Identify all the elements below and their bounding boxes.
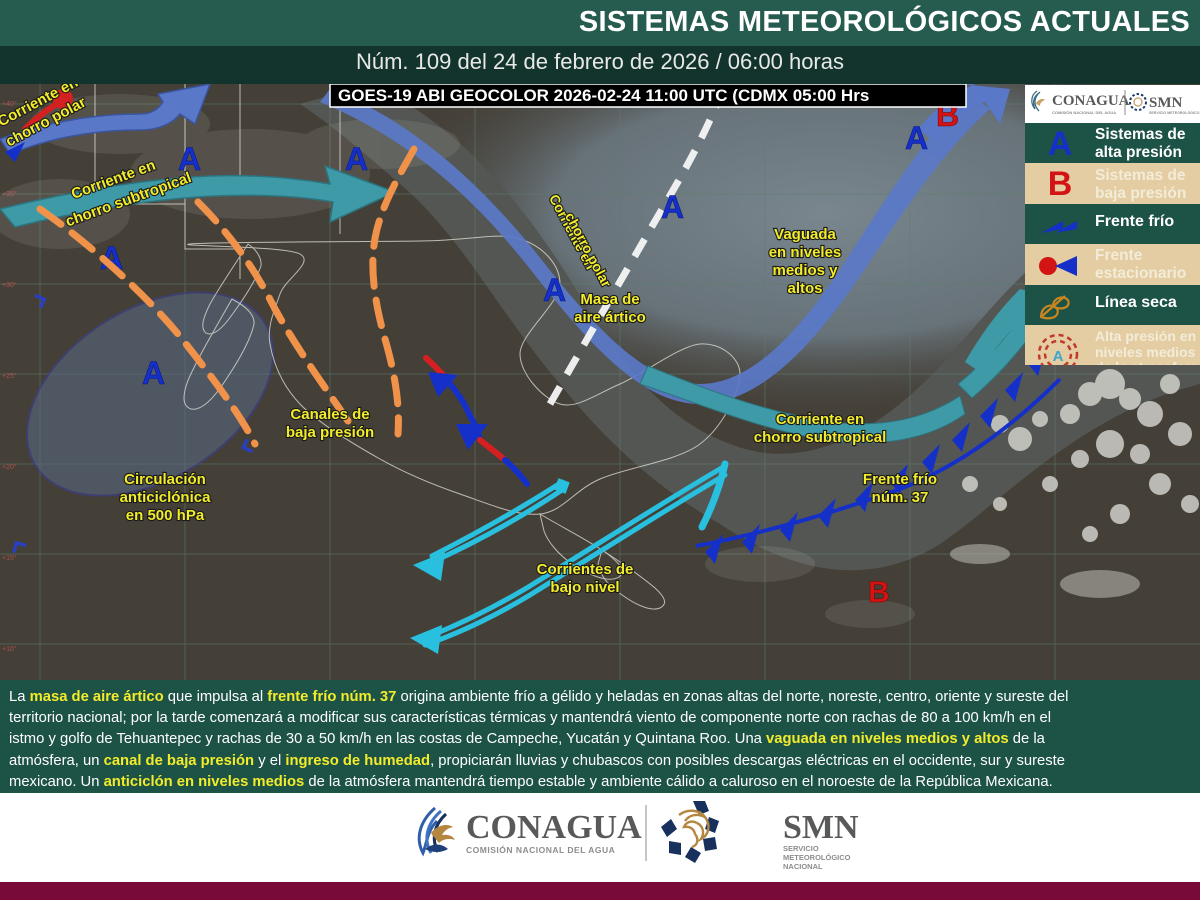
- svg-text:medios y: medios y: [772, 262, 838, 279]
- svg-text:A: A: [1053, 348, 1064, 365]
- svg-text:SERVICIO METEOROLÓGICO NACIONA: SERVICIO METEOROLÓGICO NACIONAL: [1149, 110, 1200, 115]
- svg-text:COMISIÓN NACIONAL DEL AGUA: COMISIÓN NACIONAL DEL AGUA: [466, 844, 615, 855]
- svg-text:CONAGUA: CONAGUA: [466, 809, 642, 846]
- svg-text:SERVICIO: SERVICIO: [783, 844, 819, 853]
- svg-text:Circulación: Circulación: [124, 471, 206, 488]
- svg-text:A: A: [142, 355, 165, 391]
- svg-text:chorro polar: chorro polar: [562, 209, 615, 290]
- svg-text:Corriente en: Corriente en: [776, 411, 864, 428]
- svg-text:B: B: [868, 576, 890, 609]
- svg-text:COMISIÓN NACIONAL DEL AGUA: COMISIÓN NACIONAL DEL AGUA: [1052, 110, 1116, 115]
- svg-text:A: A: [905, 120, 928, 156]
- svg-text:METEOROLÓGICO: METEOROLÓGICO: [783, 853, 851, 862]
- svg-text:anticiclónica: anticiclónica: [120, 489, 212, 506]
- svg-text:NACIONAL: NACIONAL: [783, 862, 823, 871]
- svg-text:baja presión: baja presión: [286, 424, 374, 441]
- svg-text:altos: altos: [787, 280, 822, 297]
- svg-text:SMN: SMN: [783, 809, 859, 846]
- svg-text:A: A: [543, 272, 566, 308]
- svg-text:bajo nivel: bajo nivel: [550, 579, 619, 596]
- svg-text:en niveles: en niveles: [769, 244, 842, 261]
- svg-text:GOES-19 ABI GEOCOLOR 2026-02-2: GOES-19 ABI GEOCOLOR 2026-02-24 11:00 UT…: [338, 86, 869, 105]
- svg-text:CONAGUA: CONAGUA: [1052, 93, 1130, 109]
- svg-text:núm. 37: núm. 37: [872, 489, 929, 506]
- svg-text:Corrientes de: Corrientes de: [537, 561, 634, 578]
- svg-text:aire ártico: aire ártico: [574, 309, 646, 326]
- svg-text:Masa de: Masa de: [580, 291, 639, 308]
- svg-text:Frente frío: Frente frío: [863, 471, 937, 488]
- svg-text:Vaguada: Vaguada: [774, 226, 836, 243]
- svg-text:A: A: [661, 189, 684, 225]
- svg-text:chorro subtropical: chorro subtropical: [754, 429, 887, 446]
- svg-text:en 500 hPa: en 500 hPa: [126, 507, 205, 524]
- svg-text:A: A: [345, 141, 368, 177]
- svg-text:SMN: SMN: [1149, 95, 1183, 111]
- svg-text:Canales de: Canales de: [290, 406, 369, 423]
